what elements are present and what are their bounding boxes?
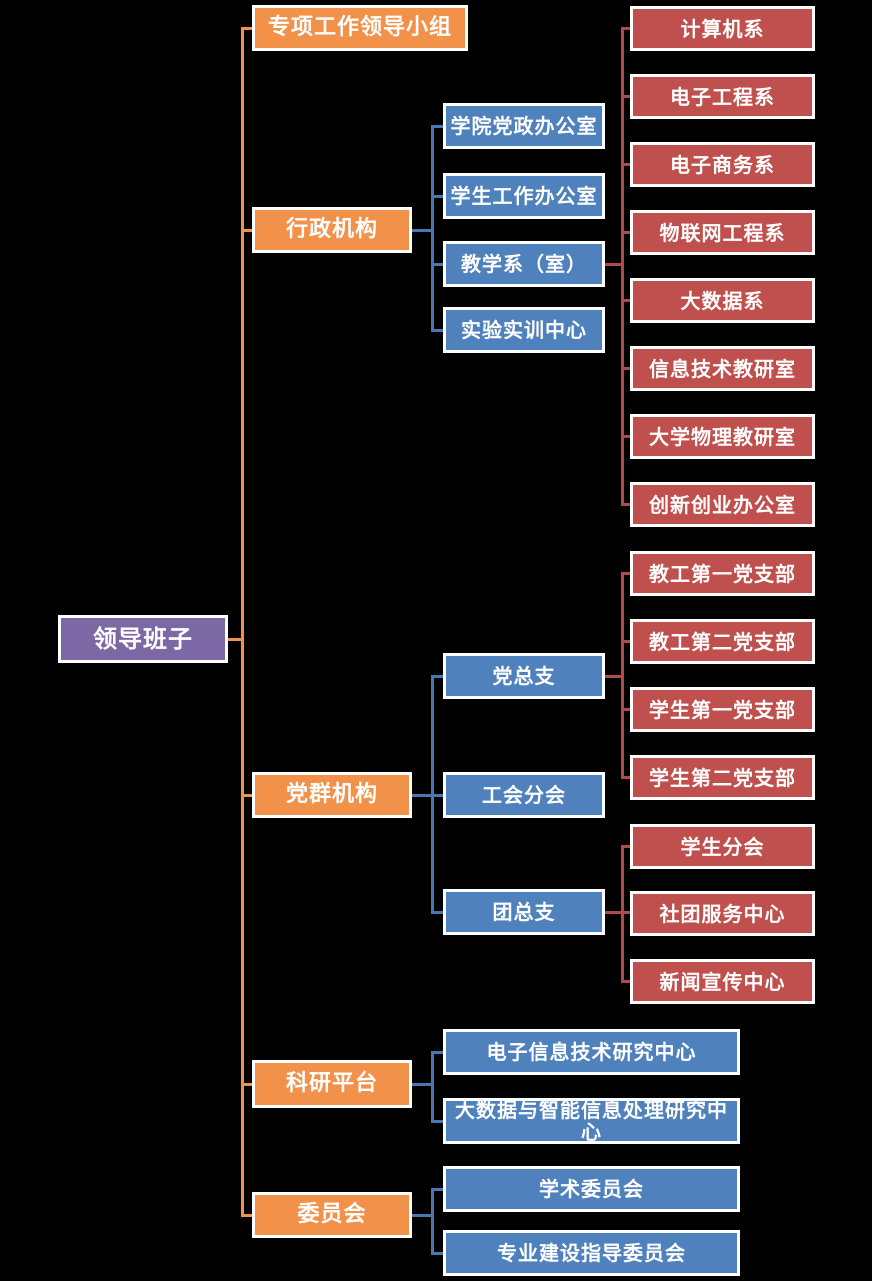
- connector-committee-h: [412, 1214, 434, 1217]
- connector-stub-college-party-admin-office: [431, 125, 443, 128]
- node-leadership-team: 领导班子: [58, 615, 228, 663]
- node-party-mass-org: 党群机构: [252, 772, 412, 818]
- node-ecommerce-dept: 电子商务系: [630, 142, 815, 187]
- connector-stub-youth-league-branch: [431, 911, 443, 914]
- node-practice-training-center: 实验实训中心: [443, 307, 605, 353]
- node-staff-party-branch-2: 教工第二党支部: [630, 619, 815, 664]
- connector-stub-bigdata-research-center: [431, 1120, 443, 1123]
- connector-stub-committee: [241, 1214, 252, 1217]
- connector-stub-academic-committee: [431, 1188, 443, 1191]
- node-student-affairs-office: 学生工作办公室: [443, 173, 605, 219]
- node-committee: 委员会: [252, 1192, 412, 1238]
- connector-stub-staff-party-branch-2: [621, 640, 630, 643]
- node-academic-committee: 学术委员会: [443, 1166, 740, 1212]
- connector-stub-student-union: [621, 845, 630, 848]
- connector-stub-student-party-branch-2: [621, 776, 630, 779]
- connector-stub-it-teaching-office: [621, 367, 630, 370]
- connector-party-branch-v: [621, 572, 624, 779]
- connector-research-v: [431, 1051, 434, 1123]
- connector-stub-innovation-office: [621, 503, 630, 506]
- connector-stub-practice-training-center: [431, 329, 443, 332]
- connector-stub-iot-engineering-dept: [621, 231, 630, 234]
- node-party-general-branch: 党总支: [443, 653, 605, 699]
- connector-orange-trunk: [241, 27, 244, 1217]
- connector-stub-union-branch: [431, 794, 443, 797]
- connector-stub-student-affairs-office: [431, 195, 443, 198]
- connector-research-h: [412, 1083, 434, 1086]
- node-student-union: 学生分会: [630, 824, 815, 869]
- node-staff-party-branch-1: 教工第一党支部: [630, 551, 815, 596]
- node-it-teaching-office: 信息技术教研室: [630, 346, 815, 391]
- connector-teaching-v: [621, 27, 624, 506]
- connector-teaching-h: [605, 263, 624, 266]
- connector-stub-teaching-depts: [431, 263, 443, 266]
- connector-stub-club-service-center: [621, 911, 630, 914]
- node-union-branch: 工会分会: [443, 772, 605, 818]
- connector-stub-computer-dept: [621, 27, 630, 30]
- node-teaching-depts: 教学系（室）: [443, 241, 605, 287]
- node-innovation-office: 创新创业办公室: [630, 482, 815, 527]
- node-bigdata-research-center: 大数据与智能信息处理研究中心: [443, 1098, 740, 1144]
- node-student-party-branch-1: 学生第一党支部: [630, 687, 815, 732]
- connector-stub-einfo-research-center: [431, 1051, 443, 1054]
- connector-stub-bigdata-dept: [621, 299, 630, 302]
- node-iot-engineering-dept: 物联网工程系: [630, 210, 815, 255]
- node-electronic-engineering-dept: 电子工程系: [630, 74, 815, 119]
- node-special-work-group: 专项工作领导小组: [252, 5, 468, 51]
- connector-stub-major-guidance-committee: [431, 1252, 443, 1255]
- node-bigdata-dept: 大数据系: [630, 278, 815, 323]
- connector-party-branch-h: [605, 675, 624, 678]
- connector-party-mass-h: [412, 794, 434, 797]
- node-club-service-center: 社团服务中心: [630, 891, 815, 936]
- connector-stub-student-party-branch-1: [621, 708, 630, 711]
- connector-stub-research-platform: [241, 1083, 252, 1086]
- connector-stub-party-general-branch: [431, 675, 443, 678]
- connector-stub-ecommerce-dept: [621, 163, 630, 166]
- connector-stub-news-center: [621, 980, 630, 983]
- node-computer-dept: 计算机系: [630, 6, 815, 51]
- connector-stub-physics-teaching-office: [621, 435, 630, 438]
- connector-admin-h: [412, 229, 434, 232]
- node-news-center: 新闻宣传中心: [630, 959, 815, 1004]
- connector-stub-party-mass-org: [241, 794, 252, 797]
- node-student-party-branch-2: 学生第二党支部: [630, 755, 815, 800]
- connector-youth-league-h: [605, 911, 624, 914]
- connector-admin-v: [431, 125, 434, 332]
- connector-youth-league-v: [621, 845, 624, 983]
- node-major-guidance-committee: 专业建设指导委员会: [443, 1230, 740, 1276]
- connector-stub-staff-party-branch-1: [621, 572, 630, 575]
- connector-stub-admin-org: [241, 229, 252, 232]
- node-youth-league-branch: 团总支: [443, 889, 605, 935]
- node-research-platform: 科研平台: [252, 1060, 412, 1108]
- node-college-party-admin-office: 学院党政办公室: [443, 103, 605, 149]
- node-admin-org: 行政机构: [252, 207, 412, 253]
- node-einfo-research-center: 电子信息技术研究中心: [443, 1029, 740, 1075]
- connector-root-to-trunk: [228, 638, 242, 641]
- node-physics-teaching-office: 大学物理教研室: [630, 414, 815, 459]
- connector-stub-special-work-group: [241, 27, 252, 30]
- connector-stub-electronic-engineering-dept: [621, 95, 630, 98]
- connector-committee-v: [431, 1188, 434, 1255]
